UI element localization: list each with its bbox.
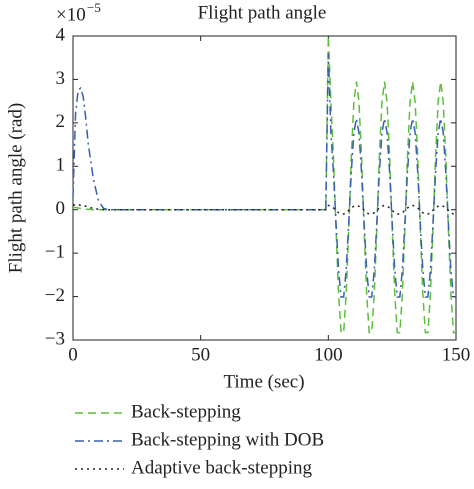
y-tick-label: 0 [56, 198, 66, 219]
y-tick-label: 2 [56, 111, 66, 132]
series-line [72, 53, 456, 298]
chart-title: Flight path angle [198, 2, 327, 23]
legend-label: Back-stepping [131, 401, 241, 422]
legend-label: Adaptive back-stepping [131, 457, 312, 478]
y-tick-label: −1 [45, 242, 65, 263]
series-line [73, 35, 456, 334]
y-tick-label: 3 [56, 68, 66, 89]
legend-label: Back-stepping with DOB [131, 429, 324, 450]
x-tick-label: 150 [442, 344, 471, 365]
x-tick-label: 100 [314, 344, 343, 365]
y-tick-label: −2 [45, 285, 65, 306]
x-axis-label: Time (sec) [223, 371, 304, 392]
y-axis-label: Flight path angle (rad) [5, 103, 26, 273]
y-tick-label: 4 [56, 24, 66, 45]
x-tick-label: 50 [191, 344, 210, 365]
y-tick-label: −3 [45, 328, 65, 349]
y-tick-label: 1 [56, 155, 66, 176]
y-multiplier-exponent: −5 [87, 0, 101, 15]
x-tick-label: 0 [68, 344, 78, 365]
y-multiplier-base: ×10 [56, 4, 86, 25]
plot-frame [72, 35, 457, 341]
series-line [72, 203, 456, 215]
